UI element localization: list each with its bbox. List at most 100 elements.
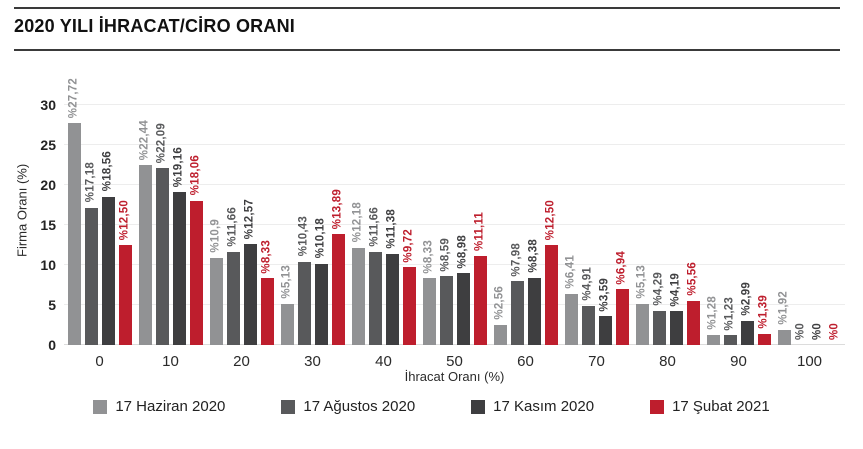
bar-value-label: %22,09 [155, 123, 168, 164]
legend-item: 17 Kasım 2020 [471, 398, 594, 415]
bar-cell: %11,38 [385, 75, 399, 345]
bar-value-label: %4,29 [652, 272, 665, 306]
bar-value-label: %3,59 [598, 277, 611, 312]
bar-value-label: %11,66 [368, 207, 381, 247]
bar-value-label: %4,91 [581, 267, 594, 301]
bar [456, 273, 470, 345]
bar [172, 191, 186, 345]
bar-value-label: %4,19 [669, 272, 682, 307]
bar-group-0: %27,72 %17,18 %18,56 %12,50 0 [64, 75, 135, 370]
bar-cell: %8,59 [439, 75, 453, 345]
bar [138, 165, 152, 345]
bar [757, 333, 771, 345]
bar [101, 196, 115, 345]
gridline-y-20 [64, 184, 845, 185]
bar [297, 261, 311, 345]
gridline-y-0 [64, 344, 845, 345]
bar [581, 305, 595, 345]
bar-cell: %6,94 [615, 75, 629, 345]
bar-cell: %4,91 [581, 75, 595, 345]
legend-swatch-icon [471, 399, 486, 414]
bar [226, 251, 240, 345]
bar-value-label: %19,16 [172, 146, 185, 187]
bar-value-label: %11,11 [473, 212, 486, 252]
bar [118, 245, 132, 345]
bar-value-label: %17,18 [84, 162, 97, 203]
bar-cell: %12,57 [243, 75, 257, 345]
bar [598, 316, 612, 345]
bar [473, 256, 487, 345]
x-tick-label-10: 10 [162, 353, 179, 370]
bar-groups: %27,72 %17,18 %18,56 %12,50 0 %22,44 %22,09 %19… [64, 75, 845, 370]
bar-cell: %18,56 [101, 75, 115, 345]
y-tick-label-10: 10 [40, 257, 56, 273]
chart-legend: 17 Haziran 2020 17 Ağustos 2020 17 Kasım 2… [0, 398, 863, 415]
bar-value-label: %2,99 [740, 282, 753, 317]
bar-value-label: %8,38 [527, 239, 540, 273]
bar-cell: %11,11 [473, 75, 487, 345]
bar-value-label: %12,18 [351, 202, 364, 243]
bar-cell: %2,56 [493, 75, 507, 345]
bar [493, 324, 507, 345]
y-tick-label-20: 20 [40, 177, 56, 193]
bar-group-80: %5,13 %4,29 %4,19 %5,56 80 [632, 75, 703, 370]
bar-group-70: %6,41 %4,91 %3,59 %6,94 70 [561, 75, 632, 370]
title-rule [14, 49, 840, 51]
bar-value-label: %11,38 [385, 209, 398, 249]
bar-value-label: %11,66 [226, 207, 239, 247]
gridline-y-15 [64, 224, 845, 225]
bar-cell: %11,66 [226, 75, 240, 345]
bar-group-40: %12,18 %11,66 %11,38 %9,72 40 [348, 75, 419, 370]
bar-value-label: %8,33 [422, 239, 435, 274]
bar [564, 293, 578, 345]
gridline-y-10 [64, 264, 845, 265]
bar-group-100: %1,92 %0 %0 %0 100 [774, 75, 845, 370]
y-tick-label-25: 25 [40, 137, 56, 153]
bar-value-label: %5,13 [280, 265, 293, 299]
bar-cell: %22,44 [138, 75, 152, 345]
bar [368, 251, 382, 345]
legend-item: 17 Şubat 2021 [650, 398, 770, 415]
x-tick-label-20: 20 [233, 353, 250, 370]
bar-cell: %0 [812, 75, 825, 345]
bar-value-label: %6,94 [615, 250, 628, 285]
bar-value-label: %0 [794, 322, 807, 340]
bar-cell: %4,19 [669, 75, 683, 345]
bar-cell: %8,33 [422, 75, 436, 345]
bar [706, 334, 720, 345]
bar-value-label: %18,56 [101, 151, 114, 192]
bar-value-label: %12,50 [544, 199, 557, 240]
bar [351, 247, 365, 345]
x-tick-label-60: 60 [517, 353, 534, 370]
legend-item: 17 Ağustos 2020 [281, 398, 415, 415]
bar-group-50: %8,33 %8,59 %8,98 %11,11 50 [419, 75, 490, 370]
x-tick-label-0: 0 [95, 353, 104, 370]
bar-cell: %11,66 [368, 75, 382, 345]
legend-label: 17 Şubat 2021 [672, 398, 770, 415]
top-rule [14, 7, 840, 9]
bar-group-20: %10,9 %11,66 %12,57 %8,33 20 [206, 75, 277, 370]
bar [155, 168, 169, 345]
bar-value-label: %13,89 [331, 188, 344, 229]
bar-cell: %5,56 [686, 75, 700, 345]
bar-cell: %12,50 [544, 75, 558, 345]
bar [84, 207, 98, 345]
bar-cell: %5,13 [635, 75, 649, 345]
bar-cell: %6,41 [564, 75, 578, 345]
bar [652, 310, 666, 345]
bar-cell: %13,89 [331, 75, 345, 345]
bar-cell: %1,28 [706, 75, 720, 345]
bar-cell: %18,06 [189, 75, 203, 345]
bar [669, 311, 683, 345]
bar [189, 200, 203, 345]
gridline-y-25 [64, 144, 845, 145]
bar-value-label: %1,39 [757, 295, 770, 329]
bar [740, 321, 754, 345]
bar [243, 244, 257, 345]
x-tick-label-100: 100 [796, 353, 823, 370]
bar-value-label: %0 [811, 322, 824, 340]
bar-value-label: %10,18 [314, 218, 327, 259]
bar [439, 276, 453, 345]
bar-cell: %19,16 [172, 75, 186, 345]
